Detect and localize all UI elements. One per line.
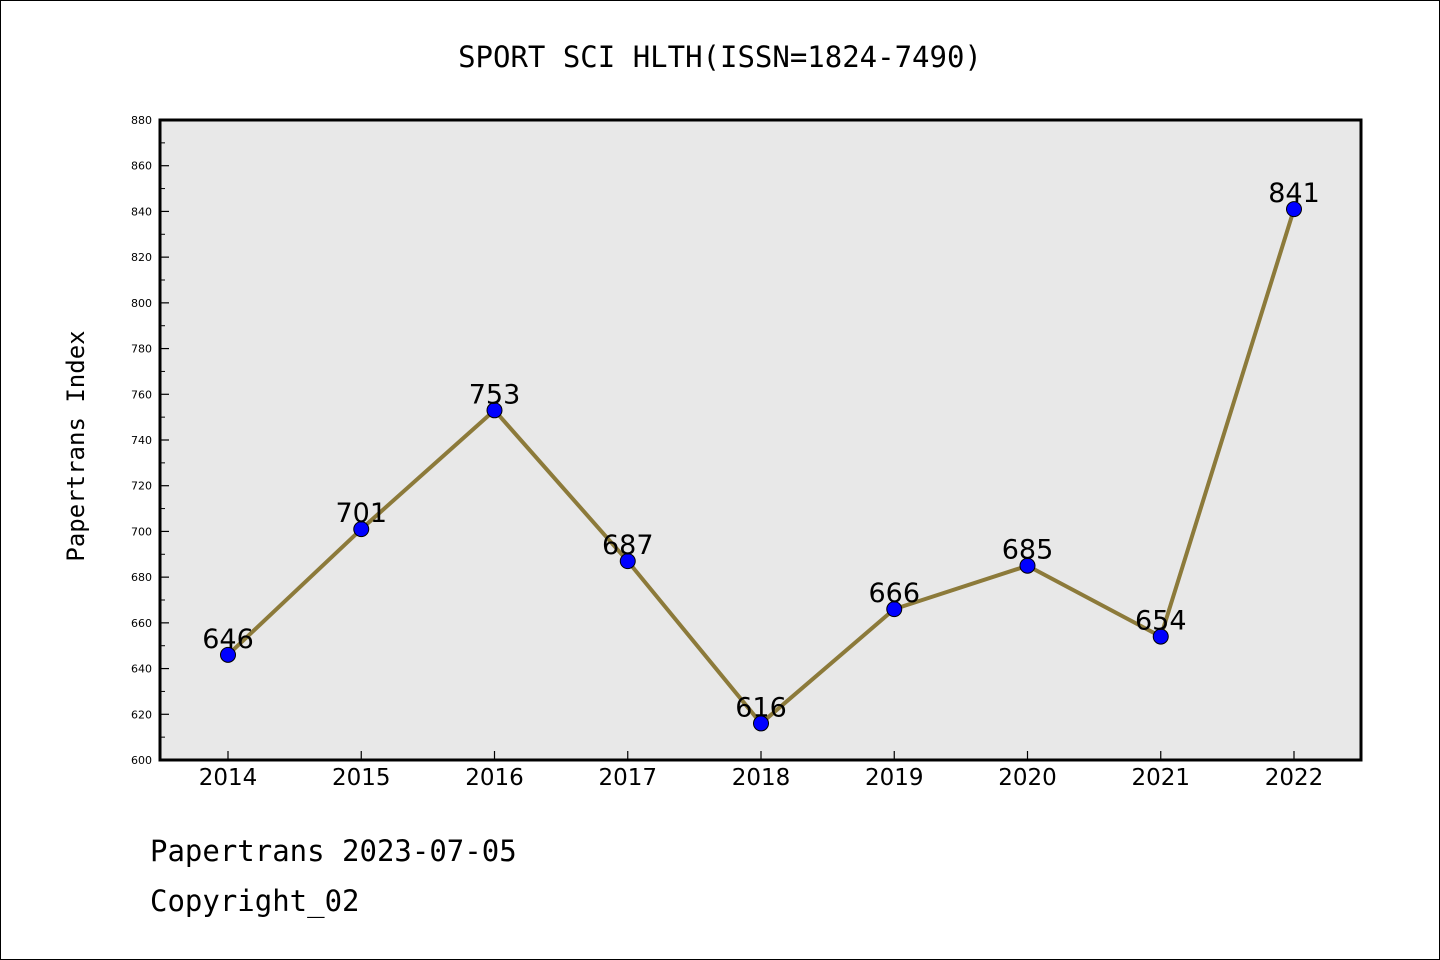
data-point (220, 646, 236, 663)
data-point (1286, 201, 1302, 218)
data-point (619, 553, 636, 570)
x-tick-label: 2014 (199, 765, 258, 791)
y-tick-label: 700 (131, 525, 152, 538)
y-axis: 600 620 640 660 680 700 720 740 760 780 800 820 840 8… (131, 114, 169, 767)
y-tick-label: 880 (131, 114, 152, 127)
data-point (1152, 628, 1169, 645)
x-axis: 2014 2015 2016 2017 2018 2019 2020 2021 2022 (199, 751, 1324, 791)
data-point (886, 601, 903, 618)
y-tick-label: 780 (131, 343, 152, 356)
x-tick-label: 2022 (1265, 765, 1324, 791)
footer-copyright: Copyright_02 (150, 884, 360, 918)
data-labels: 646 701 753 687 616 666 685 654 841 (202, 178, 1320, 723)
y-tick-label: 660 (131, 617, 152, 630)
y-tick-label: 820 (131, 251, 152, 264)
data-point (486, 402, 503, 419)
y-tick-label: 680 (131, 571, 152, 584)
plot-area (158, 118, 1363, 762)
data-point (353, 521, 370, 538)
y-tick-label: 760 (131, 388, 152, 401)
x-tick-label: 2019 (865, 765, 924, 791)
data-point (753, 715, 769, 732)
x-tick-label: 2016 (465, 765, 524, 791)
y-tick-label: 840 (131, 205, 152, 218)
data-label: 616 (735, 692, 787, 723)
data-label: 701 (335, 498, 387, 529)
data-label: 654 (1135, 606, 1187, 637)
y-tick-label: 860 (131, 160, 152, 173)
y-tick-label: 620 (131, 708, 152, 721)
y-tick-label: 640 (131, 663, 152, 676)
data-points (220, 201, 1302, 732)
data-label: 685 (1002, 535, 1054, 566)
x-tick-label: 2015 (332, 765, 391, 791)
data-label: 646 (202, 624, 254, 655)
x-tick-label: 2018 (732, 765, 791, 791)
data-label: 753 (469, 379, 521, 410)
y-tick-label: 720 (131, 480, 152, 493)
x-tick-label: 2020 (998, 765, 1057, 791)
y-tick-label: 740 (131, 434, 152, 447)
data-label: 687 (602, 530, 654, 561)
data-label: 666 (868, 578, 920, 609)
chart-title: SPORT SCI HLTH(ISSN=1824-7490) (458, 40, 982, 74)
y-tick-label: 800 (131, 297, 152, 310)
footer-date: Papertrans 2023-07-05 (150, 834, 517, 868)
y-axis-label: Papertrans Index (62, 330, 90, 561)
y-tick-label: 600 (131, 754, 152, 767)
data-point (1019, 557, 1036, 574)
x-tick-label: 2021 (1131, 765, 1190, 791)
data-label: 841 (1268, 178, 1320, 209)
x-tick-label: 2017 (598, 765, 657, 791)
